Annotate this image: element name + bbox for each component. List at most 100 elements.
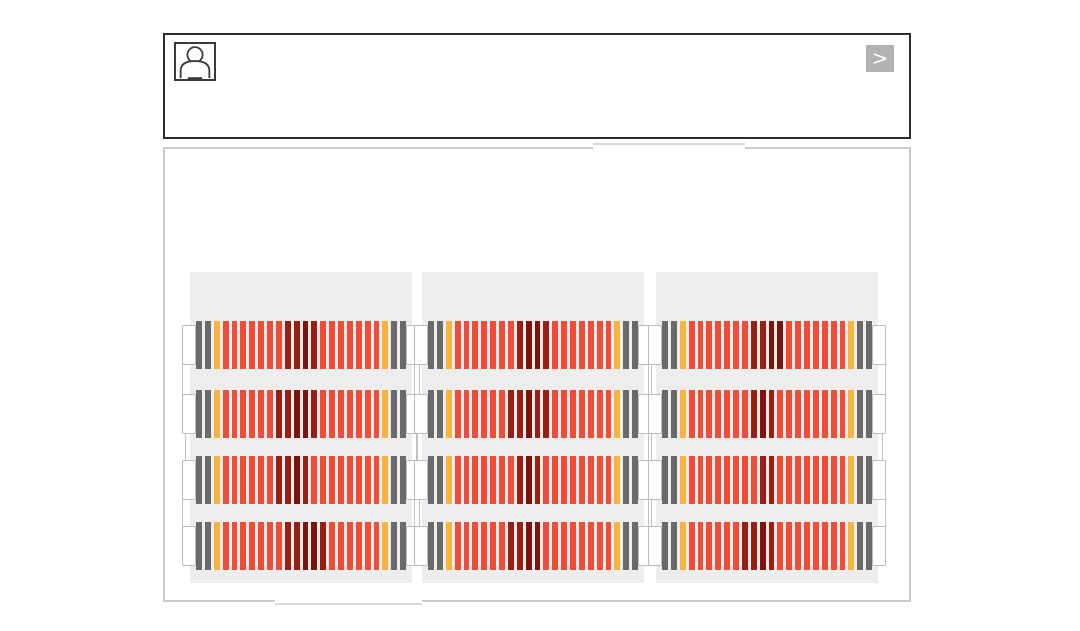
drive-bar[interactable]: [561, 522, 567, 570]
drive-bar[interactable]: [697, 321, 704, 369]
drive-bar[interactable]: [534, 390, 541, 438]
drive-bar[interactable]: [706, 321, 713, 369]
drive-bar[interactable]: [490, 522, 496, 570]
drive-bar[interactable]: [706, 390, 713, 438]
drive-bar[interactable]: [346, 321, 353, 369]
drive-bar[interactable]: [472, 456, 479, 504]
drive-bar[interactable]: [812, 390, 819, 438]
drive-bar[interactable]: [715, 321, 722, 369]
drive-bar[interactable]: [481, 522, 488, 570]
drive-bar[interactable]: [848, 456, 855, 504]
drive-bar[interactable]: [436, 522, 443, 570]
drive-bar[interactable]: [240, 456, 247, 504]
drive-bar[interactable]: [373, 522, 380, 570]
shelf[interactable]: [648, 522, 886, 570]
drive-bar[interactable]: [196, 390, 202, 438]
drive-bar[interactable]: [750, 456, 757, 504]
drive-bar[interactable]: [578, 456, 585, 504]
drive-bar[interactable]: [507, 456, 514, 504]
drive-bar[interactable]: [688, 456, 695, 504]
drive-bar[interactable]: [623, 522, 630, 570]
drive-bar[interactable]: [750, 321, 757, 369]
drive-bar[interactable]: [463, 321, 470, 369]
drive-bar[interactable]: [329, 321, 335, 369]
drive-bar[interactable]: [715, 522, 722, 570]
drive-bar[interactable]: [804, 390, 810, 438]
drive-bar[interactable]: [507, 390, 514, 438]
shelf[interactable]: [414, 522, 652, 570]
drive-bar[interactable]: [454, 390, 461, 438]
drive-bar[interactable]: [733, 390, 739, 438]
drive-bar[interactable]: [454, 456, 461, 504]
drive-bar[interactable]: [857, 522, 864, 570]
drive-bar[interactable]: [516, 321, 523, 369]
drive-bar[interactable]: [240, 390, 247, 438]
drive-bar[interactable]: [525, 522, 532, 570]
shelf[interactable]: [182, 390, 420, 438]
drive-bar[interactable]: [830, 522, 837, 570]
drive-bar[interactable]: [293, 390, 300, 438]
drive-bar[interactable]: [786, 390, 793, 438]
drive-bar[interactable]: [275, 390, 282, 438]
drive-bar[interactable]: [857, 456, 864, 504]
drive-bar[interactable]: [768, 456, 775, 504]
drive-bar[interactable]: [830, 456, 837, 504]
drive-bar[interactable]: [364, 321, 371, 369]
drive-bar[interactable]: [445, 321, 452, 369]
drive-bar[interactable]: [454, 321, 461, 369]
drive-bar[interactable]: [400, 522, 406, 570]
drive-bar[interactable]: [777, 390, 784, 438]
drive-bar[interactable]: [428, 456, 434, 504]
drive-bar[interactable]: [614, 522, 621, 570]
drive-bar[interactable]: [552, 390, 559, 438]
drive-bar[interactable]: [436, 321, 443, 369]
drive-bar[interactable]: [267, 390, 273, 438]
shelf[interactable]: [414, 390, 652, 438]
drive-bar[interactable]: [302, 390, 309, 438]
drive-bar[interactable]: [804, 321, 810, 369]
drive-bar[interactable]: [570, 456, 576, 504]
drive-bar[interactable]: [632, 321, 638, 369]
drive-bar[interactable]: [373, 321, 380, 369]
drive-bar[interactable]: [552, 522, 559, 570]
drive-bar[interactable]: [543, 456, 550, 504]
shelf[interactable]: [182, 456, 420, 504]
drive-bar[interactable]: [795, 321, 801, 369]
shelf[interactable]: [648, 321, 886, 369]
drive-bar[interactable]: [499, 390, 505, 438]
drive-bar[interactable]: [329, 390, 335, 438]
drive-bar[interactable]: [697, 390, 704, 438]
drive-bar[interactable]: [525, 390, 532, 438]
drive-bar[interactable]: [364, 522, 371, 570]
drive-bar[interactable]: [733, 456, 739, 504]
drive-bar[interactable]: [759, 456, 766, 504]
drive-bar[interactable]: [436, 456, 443, 504]
drive-bar[interactable]: [382, 390, 389, 438]
drive-bar[interactable]: [733, 321, 739, 369]
drive-bar[interactable]: [777, 456, 784, 504]
drive-bar[interactable]: [481, 321, 488, 369]
drive-bar[interactable]: [355, 456, 362, 504]
drive-bar[interactable]: [596, 390, 603, 438]
drive-bar[interactable]: [463, 522, 470, 570]
drive-bar[interactable]: [750, 522, 757, 570]
drive-bar[interactable]: [662, 390, 668, 438]
drive-bar[interactable]: [552, 321, 559, 369]
drive-bar[interactable]: [463, 390, 470, 438]
drive-bar[interactable]: [499, 456, 505, 504]
drive-bar[interactable]: [507, 321, 514, 369]
drive-bar[interactable]: [587, 321, 594, 369]
drive-bar[interactable]: [706, 456, 713, 504]
drive-bar[interactable]: [733, 522, 739, 570]
drive-bar[interactable]: [724, 456, 730, 504]
drive-bar[interactable]: [338, 522, 344, 570]
drive-bar[interactable]: [561, 390, 567, 438]
drive-bar[interactable]: [391, 522, 398, 570]
drive-bar[interactable]: [346, 522, 353, 570]
drive-bar[interactable]: [839, 456, 846, 504]
drive-bar[interactable]: [481, 456, 488, 504]
shelf[interactable]: [182, 522, 420, 570]
drive-bar[interactable]: [346, 390, 353, 438]
drive-bar[interactable]: [821, 390, 828, 438]
drive-bar[interactable]: [490, 390, 496, 438]
